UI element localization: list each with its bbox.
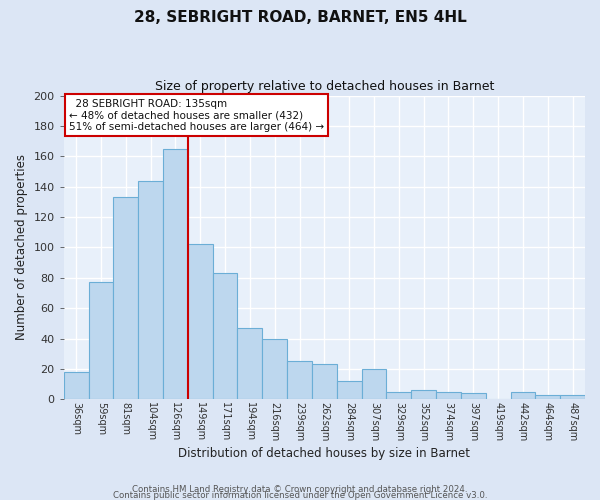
- Bar: [64, 372, 89, 400]
- Bar: [138, 180, 163, 400]
- Bar: [262, 338, 287, 400]
- Bar: [312, 364, 337, 400]
- Y-axis label: Number of detached properties: Number of detached properties: [15, 154, 28, 340]
- Bar: [386, 392, 411, 400]
- Text: Contains public sector information licensed under the Open Government Licence v3: Contains public sector information licen…: [113, 490, 487, 500]
- Text: 28 SEBRIGHT ROAD: 135sqm  
← 48% of detached houses are smaller (432)
51% of sem: 28 SEBRIGHT ROAD: 135sqm ← 48% of detach…: [69, 98, 324, 132]
- Bar: [89, 282, 113, 400]
- Bar: [188, 244, 212, 400]
- Bar: [411, 390, 436, 400]
- Bar: [461, 393, 486, 400]
- Bar: [163, 148, 188, 400]
- Bar: [238, 328, 262, 400]
- X-axis label: Distribution of detached houses by size in Barnet: Distribution of detached houses by size …: [178, 447, 470, 460]
- Bar: [212, 273, 238, 400]
- Bar: [337, 381, 362, 400]
- Bar: [535, 394, 560, 400]
- Text: 28, SEBRIGHT ROAD, BARNET, EN5 4HL: 28, SEBRIGHT ROAD, BARNET, EN5 4HL: [134, 10, 466, 25]
- Text: Contains HM Land Registry data © Crown copyright and database right 2024.: Contains HM Land Registry data © Crown c…: [132, 484, 468, 494]
- Bar: [511, 392, 535, 400]
- Bar: [113, 198, 138, 400]
- Title: Size of property relative to detached houses in Barnet: Size of property relative to detached ho…: [155, 80, 494, 93]
- Bar: [560, 394, 585, 400]
- Bar: [436, 392, 461, 400]
- Bar: [287, 362, 312, 400]
- Bar: [362, 369, 386, 400]
